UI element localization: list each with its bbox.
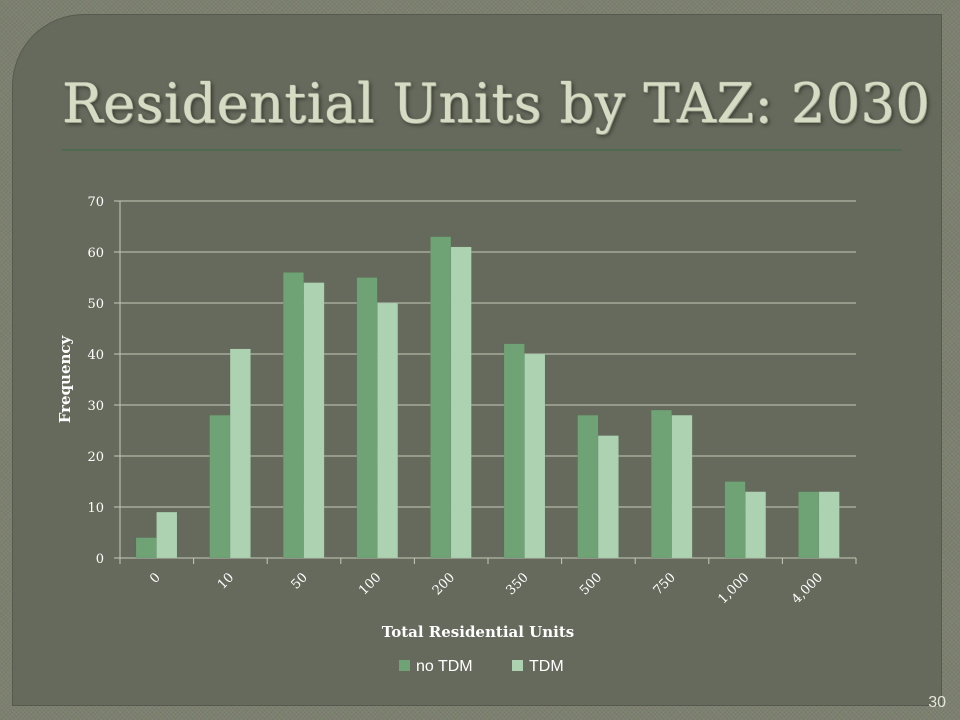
bar-tdm xyxy=(156,511,178,559)
y-tick-label: 0 xyxy=(96,552,104,567)
bar-tdm xyxy=(303,282,325,559)
y-tick-label: 50 xyxy=(87,297,104,312)
bar-no-tdm xyxy=(724,481,746,559)
title-divider xyxy=(62,149,902,151)
bar-no-tdm xyxy=(503,343,525,559)
bar-no-tdm xyxy=(430,236,452,559)
x-tick-label: 0 xyxy=(147,570,163,586)
bar-no-tdm xyxy=(650,409,672,559)
bar-no-tdm xyxy=(135,537,157,559)
x-tick-label: 50 xyxy=(289,570,311,592)
y-tick-label: 60 xyxy=(87,246,104,261)
y-tick-label: 40 xyxy=(87,348,104,363)
y-tick-label: 30 xyxy=(87,399,104,414)
bar-tdm xyxy=(450,246,472,559)
bar-no-tdm xyxy=(577,414,599,559)
legend-label: TDM xyxy=(529,658,564,675)
bar-tdm xyxy=(745,491,767,559)
x-tick-label: 10 xyxy=(215,570,237,592)
bar-no-tdm xyxy=(209,414,231,559)
x-tick-label: 1,000 xyxy=(716,570,753,607)
page-number: 30 xyxy=(928,694,946,711)
bar-tdm xyxy=(818,491,840,559)
bar-no-tdm xyxy=(356,277,378,559)
legend-swatch xyxy=(399,660,410,671)
y-tick-label: 10 xyxy=(87,501,104,516)
bar-tdm xyxy=(524,353,546,559)
x-axis-title: Total Residential Units xyxy=(382,623,574,641)
slide-title: Residential Units by TAZ: 2030 xyxy=(62,72,931,135)
x-tick-label: 500 xyxy=(577,570,605,598)
x-tick-label: 4,000 xyxy=(789,570,826,607)
y-axis-title: Frequency xyxy=(56,334,74,423)
y-tick-label: 20 xyxy=(87,450,104,465)
bar-tdm xyxy=(597,435,619,559)
legend-swatch xyxy=(512,660,523,671)
x-tick-label: 750 xyxy=(651,570,679,598)
bar-no-tdm xyxy=(282,272,304,559)
legend-label: no TDM xyxy=(416,658,473,675)
x-tick-label: 100 xyxy=(356,570,384,598)
bar-tdm xyxy=(671,414,693,559)
x-tick-label: 200 xyxy=(430,570,458,598)
x-tick-label: 350 xyxy=(503,570,531,598)
y-tick-label: 70 xyxy=(87,195,104,210)
slide-background xyxy=(12,14,942,706)
bar-tdm xyxy=(229,348,251,559)
bar-no-tdm xyxy=(798,491,820,559)
bar-tdm xyxy=(377,302,399,559)
